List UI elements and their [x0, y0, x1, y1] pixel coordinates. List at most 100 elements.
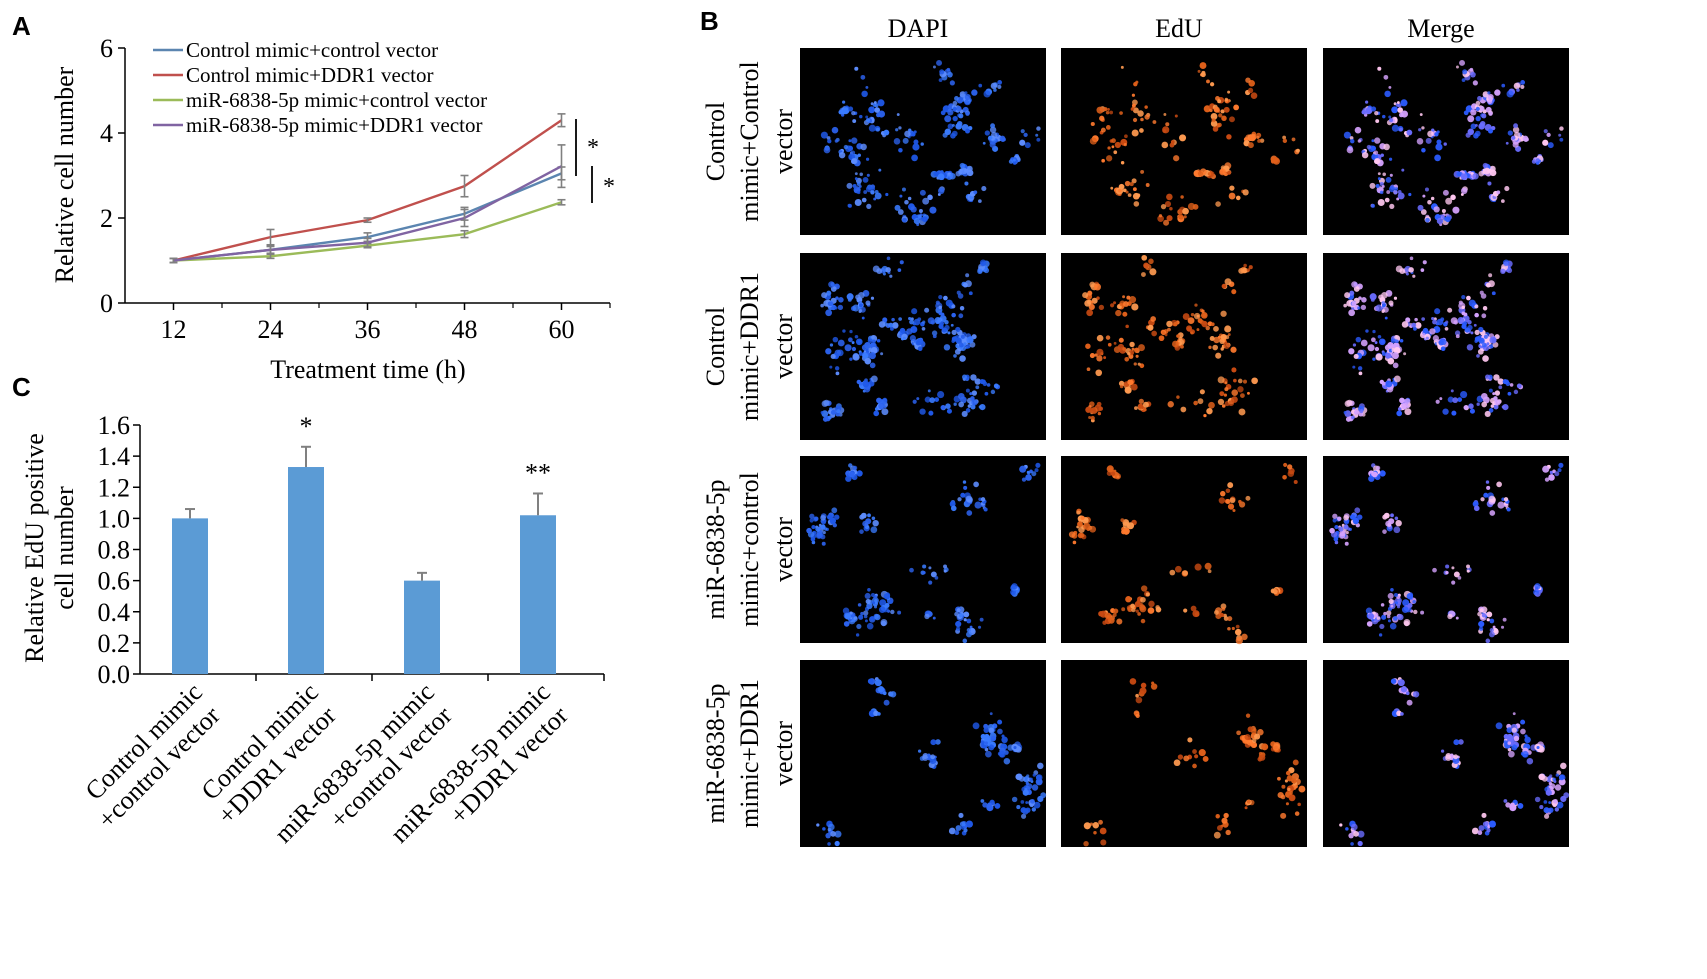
cell-dot — [1287, 464, 1293, 470]
cell-dot — [1491, 125, 1496, 131]
cell-dot — [1140, 596, 1146, 603]
cell-dot — [1213, 106, 1220, 113]
cell-dot — [873, 197, 877, 201]
cell-dot — [1083, 522, 1091, 530]
cell-dot — [1095, 369, 1103, 377]
cell-dot — [950, 505, 957, 512]
cell-dot — [1124, 180, 1131, 187]
cell-dot — [1397, 407, 1402, 411]
cell-dot — [911, 154, 918, 162]
cell-dot — [1196, 328, 1200, 332]
cell-dot — [1511, 135, 1516, 140]
cell-dot — [922, 564, 927, 569]
cell-dot — [1395, 339, 1399, 344]
cell-dot — [1466, 295, 1471, 301]
cell-dot — [1555, 773, 1559, 777]
cell-dot — [854, 334, 859, 339]
cell-dot — [826, 136, 831, 140]
cell-dot — [1180, 195, 1184, 199]
cell-dot — [1197, 398, 1204, 405]
cell-dot — [1461, 295, 1466, 300]
cell-dot — [1457, 397, 1463, 402]
cell-dot — [1210, 113, 1218, 120]
cell-dot — [1292, 759, 1299, 766]
cell-dot — [983, 727, 990, 733]
cell-dot — [1408, 192, 1412, 197]
cell-dot — [944, 319, 949, 325]
cell-dot — [1425, 137, 1432, 144]
cell-dot — [1174, 565, 1182, 573]
cell-dot — [1352, 343, 1357, 347]
cell-dot — [1229, 185, 1235, 191]
cell-dot — [952, 115, 958, 122]
cell-dot — [1385, 176, 1392, 183]
cell-dot — [1101, 158, 1105, 163]
cell-dot — [1396, 101, 1400, 105]
cell-dot — [1412, 691, 1420, 698]
cell-dot — [984, 741, 988, 745]
cell-dot — [1237, 386, 1244, 393]
cell-dot — [1085, 343, 1091, 349]
cell-dot — [1400, 712, 1404, 716]
cell-dot — [1512, 141, 1519, 148]
cell-dot — [1208, 345, 1212, 349]
cell-dot — [1235, 624, 1240, 629]
cell-dot — [966, 618, 972, 624]
cell-dot — [1502, 259, 1510, 266]
cell-dot — [935, 300, 940, 305]
cell-dot — [1505, 802, 1511, 808]
cell-dot — [930, 320, 936, 325]
cell-dot — [1236, 730, 1241, 736]
cell-dot — [952, 106, 957, 112]
cell-dot — [1200, 72, 1206, 78]
cell-dot — [866, 173, 870, 177]
cell-dot — [1281, 784, 1286, 789]
cell-dot — [966, 510, 973, 516]
cell-dot — [876, 338, 881, 343]
cell-dot — [1360, 339, 1368, 347]
cell-dot — [963, 828, 968, 833]
cell-dot — [1334, 525, 1339, 530]
significance-mark: ** — [525, 458, 551, 487]
cell-dot — [1227, 616, 1233, 622]
cell-dot — [1182, 570, 1188, 576]
cell-dot — [1371, 337, 1376, 343]
cell-dot — [958, 313, 964, 319]
cell-dot — [1227, 626, 1231, 631]
cell-dot — [1442, 189, 1449, 196]
cell-dot — [1392, 616, 1398, 621]
cell-dot — [1173, 155, 1180, 162]
cell-dot — [864, 357, 872, 365]
cell-dot — [882, 272, 886, 276]
cell-dot — [937, 187, 945, 195]
cell-dot — [943, 569, 947, 573]
cell-dot — [1542, 139, 1549, 146]
cell-dot — [1288, 790, 1293, 795]
cell-dot — [967, 404, 972, 408]
micrograph-column-headers: DAPI EdU Merge — [888, 14, 1475, 43]
cell-dot — [1173, 759, 1181, 767]
cell-dot — [878, 168, 882, 172]
micrograph-background — [800, 456, 1046, 643]
cell-dot — [1548, 474, 1555, 481]
cell-dot — [1225, 829, 1231, 836]
cell-dot — [1118, 183, 1125, 190]
cell-dot — [1161, 331, 1165, 335]
cell-dot — [1286, 775, 1293, 782]
panel-label-a: A — [12, 11, 31, 41]
cell-dot — [962, 638, 968, 644]
cell-dot — [867, 587, 871, 592]
cell-dot — [1245, 77, 1251, 83]
cell-dot — [1220, 490, 1226, 497]
cell-dot — [951, 329, 957, 336]
cell-dot — [862, 352, 869, 359]
cell-dot — [850, 150, 856, 155]
cell-dot — [881, 398, 888, 405]
cell-dot — [1082, 292, 1089, 299]
cell-dot — [949, 172, 956, 180]
cell-dot — [1400, 110, 1409, 118]
cell-dot — [956, 120, 963, 127]
cell-dot — [842, 329, 846, 333]
cell-dot — [1087, 290, 1093, 296]
cell-dot — [821, 292, 828, 299]
